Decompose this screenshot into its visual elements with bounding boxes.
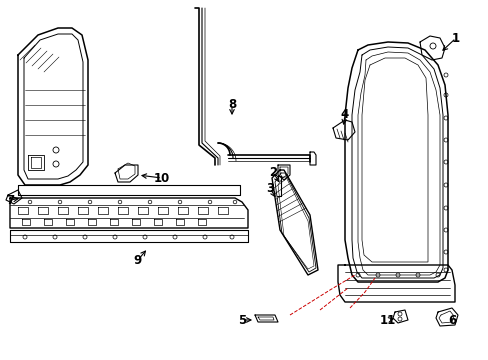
Text: 7: 7 (6, 194, 14, 207)
Text: 1: 1 (451, 31, 459, 45)
Text: 9: 9 (134, 253, 142, 266)
Text: 5: 5 (237, 314, 245, 327)
Text: 8: 8 (227, 99, 236, 112)
Text: 3: 3 (265, 181, 273, 194)
Text: 4: 4 (340, 108, 348, 122)
Text: 6: 6 (447, 314, 455, 327)
Text: 10: 10 (154, 171, 170, 184)
Text: 11: 11 (379, 314, 395, 327)
Text: 2: 2 (268, 166, 277, 179)
